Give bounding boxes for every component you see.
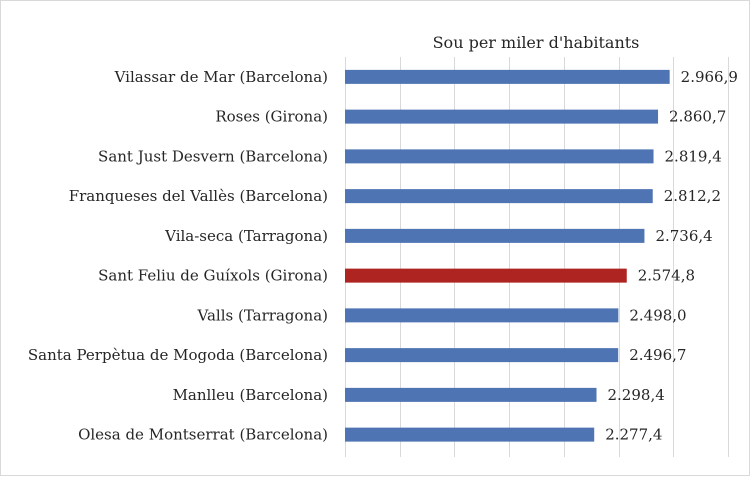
value-label: 2.574,8 [638,267,695,285]
value-label: 2.966,9 [681,68,738,86]
category-label: Olesa de Montserrat (Barcelona) [78,426,328,444]
bar [345,427,595,442]
value-label: 2.819,4 [665,147,722,165]
bar [345,149,654,164]
bar [345,69,670,84]
category-label: Sant Feliu de Guíxols (Girona) [98,267,328,285]
bar [345,387,597,402]
bar [345,109,659,124]
category-label: Franqueses del Vallès (Barcelona) [69,187,328,205]
category-label: Vilassar de Mar (Barcelona) [114,68,328,86]
bar [345,189,653,204]
bar [345,348,619,363]
value-label: 2.298,4 [608,386,665,404]
category-label: Roses (Girona) [215,108,328,126]
bar [345,228,645,243]
labels: Vilassar de Mar (Barcelona) 2.966,9 Roses … [28,68,738,444]
bar [345,308,619,323]
category-label: Vila-seca (Tarragona) [164,227,328,245]
value-label: 2.860,7 [669,108,726,126]
category-label: Valls (Tarragona) [197,306,328,324]
value-label: 2.736,4 [655,227,712,245]
chart-title: Sou per miler d'habitants [433,33,640,52]
value-label: 2.812,2 [664,187,721,205]
value-label: 2.498,0 [629,306,686,324]
bar-highlight [345,268,627,283]
category-label: Manlleu (Barcelona) [173,386,328,404]
value-label: 2.277,4 [605,426,662,444]
gridlines [345,57,729,457]
bars [345,69,670,442]
category-label: Sant Just Desvern (Barcelona) [98,147,328,165]
value-label: 2.496,7 [629,346,686,364]
category-label: Santa Perpètua de Mogoda (Barcelona) [28,346,328,364]
